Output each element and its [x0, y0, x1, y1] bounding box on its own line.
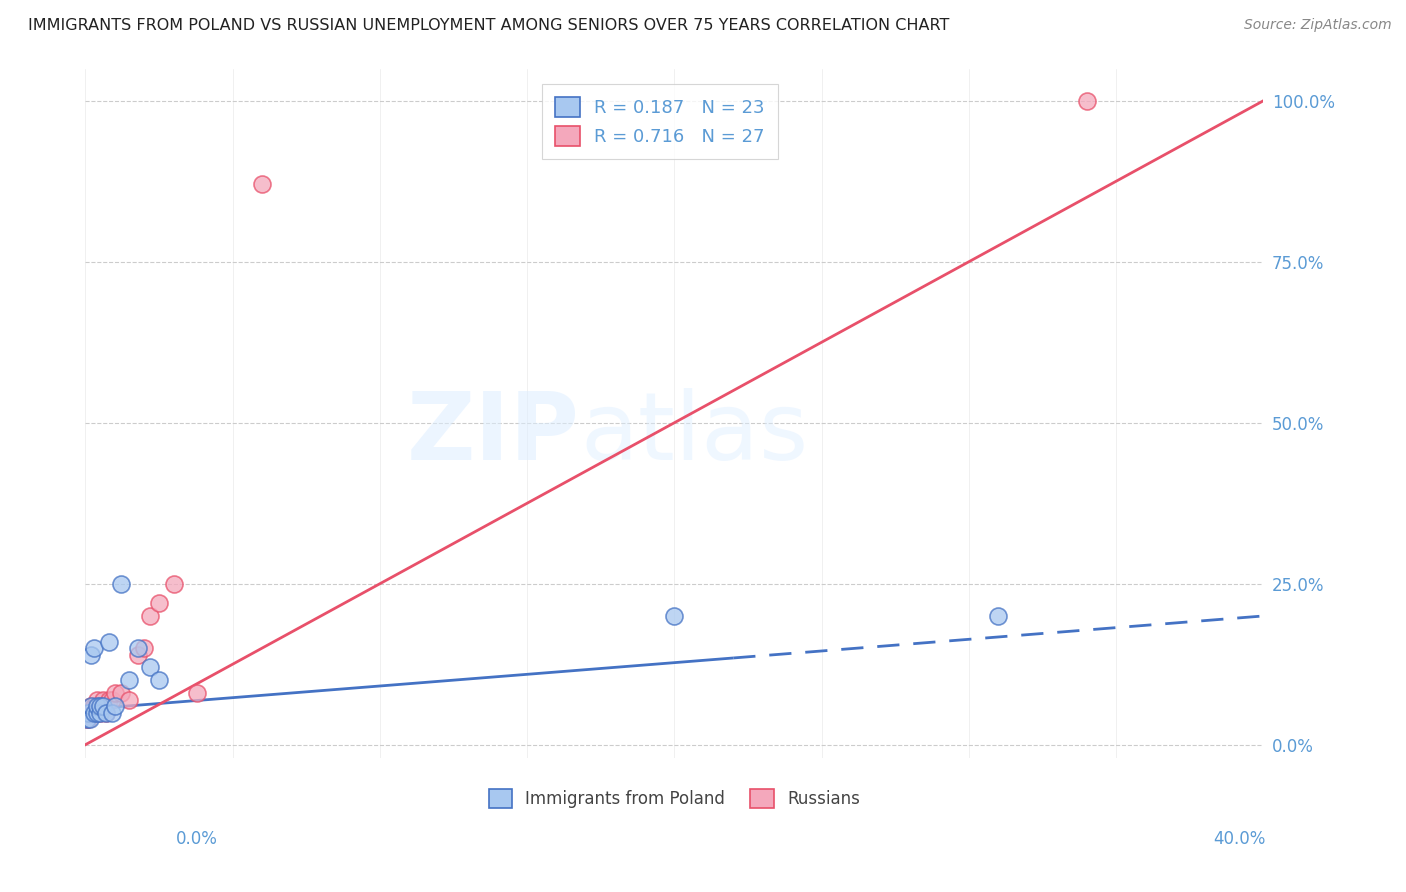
- Point: [86, 699, 108, 714]
- Point: [86, 699, 108, 714]
- Point: [118, 692, 141, 706]
- Point: [79, 712, 101, 726]
- Point: [77, 706, 100, 720]
- Legend: Immigrants from Poland, Russians: Immigrants from Poland, Russians: [482, 783, 866, 814]
- Point: [101, 706, 124, 720]
- Point: [127, 648, 149, 662]
- Point: [86, 692, 108, 706]
- Point: [83, 706, 105, 720]
- Point: [86, 706, 108, 720]
- Text: IMMIGRANTS FROM POLAND VS RUSSIAN UNEMPLOYMENT AMONG SENIORS OVER 75 YEARS CORRE: IMMIGRANTS FROM POLAND VS RUSSIAN UNEMPL…: [28, 18, 949, 33]
- Point: [80, 699, 103, 714]
- Point: [987, 609, 1010, 624]
- Point: [77, 706, 100, 720]
- Point: [97, 692, 120, 706]
- Point: [80, 648, 103, 662]
- Point: [83, 699, 105, 714]
- Point: [101, 692, 124, 706]
- Point: [148, 596, 170, 610]
- Point: [80, 706, 103, 720]
- Point: [139, 660, 162, 674]
- Point: [80, 699, 103, 714]
- Point: [89, 699, 111, 714]
- Text: atlas: atlas: [581, 388, 808, 480]
- Point: [110, 576, 132, 591]
- Point: [94, 706, 117, 720]
- Point: [139, 609, 162, 624]
- Point: [118, 673, 141, 688]
- Point: [104, 699, 127, 714]
- Point: [89, 699, 111, 714]
- Text: Source: ZipAtlas.com: Source: ZipAtlas.com: [1244, 18, 1392, 32]
- Point: [110, 686, 132, 700]
- Text: 40.0%: 40.0%: [1213, 830, 1265, 847]
- Point: [664, 609, 686, 624]
- Point: [134, 641, 156, 656]
- Point: [83, 706, 105, 720]
- Point: [89, 706, 111, 720]
- Point: [104, 686, 127, 700]
- Point: [89, 706, 111, 720]
- Point: [77, 712, 100, 726]
- Point: [148, 673, 170, 688]
- Point: [94, 706, 117, 720]
- Text: ZIP: ZIP: [408, 388, 581, 480]
- Point: [91, 692, 114, 706]
- Point: [76, 712, 98, 726]
- Point: [163, 576, 186, 591]
- Point: [250, 178, 273, 192]
- Point: [127, 641, 149, 656]
- Point: [1076, 94, 1098, 108]
- Point: [97, 634, 120, 648]
- Point: [83, 641, 105, 656]
- Point: [91, 699, 114, 714]
- Point: [91, 699, 114, 714]
- Text: 0.0%: 0.0%: [176, 830, 218, 847]
- Point: [186, 686, 208, 700]
- Point: [76, 712, 98, 726]
